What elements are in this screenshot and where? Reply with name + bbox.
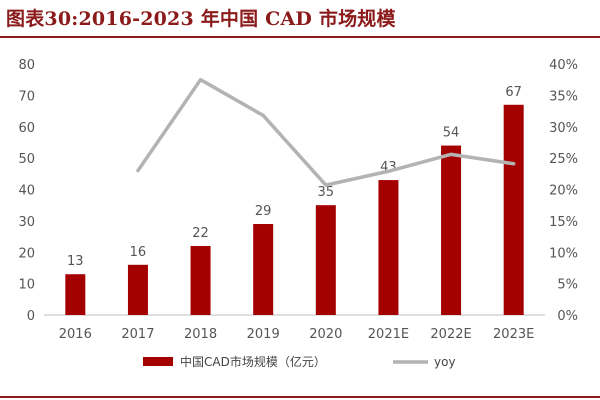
y2-tick-label: 20% (549, 184, 578, 199)
legend: 中国CAD市场规模（亿元） yoy (143, 354, 456, 369)
x-tick-label: 2023E (493, 327, 534, 342)
y-tick-label: 10 (18, 278, 35, 293)
y-tick-label: 70 (18, 89, 35, 104)
bar-2022E (441, 145, 462, 315)
bar-label-2020: 35 (318, 185, 335, 200)
y2-tick-label: 0% (557, 309, 578, 324)
y-tick-label: 40 (18, 184, 35, 199)
bar-2017 (127, 264, 148, 315)
x-tick-label: 2016 (59, 327, 92, 342)
bar-2018 (190, 245, 211, 315)
y2-tick-label: 15% (549, 215, 578, 230)
bottom-divider (0, 396, 600, 398)
y2-tick-label: 25% (549, 152, 578, 167)
legend-bar-label: 中国CAD市场规模（亿元） (180, 354, 326, 369)
y-tick-label: 80 (18, 58, 35, 73)
title-divider (0, 36, 600, 38)
bar-label-2017: 16 (130, 245, 147, 260)
yoy-line-series (136, 77, 516, 187)
bar-label-2016: 13 (67, 254, 84, 269)
bar-2020 (315, 205, 336, 315)
x-axis-ticks: 2016 2017 2018 2019 2020 2021E 2022E 2023E (59, 327, 535, 342)
x-tick-label: 2022E (430, 327, 471, 342)
legend-bar-swatch (143, 357, 173, 366)
bar-label-2022E: 54 (443, 126, 460, 141)
bar-2016 (65, 274, 86, 315)
bar-2019 (253, 224, 274, 315)
bar-2023E (503, 104, 524, 315)
bar-2021E (378, 180, 399, 315)
y-tick-label: 20 (18, 246, 35, 261)
y-tick-label: 50 (18, 152, 35, 167)
y2-tick-label: 5% (557, 278, 578, 293)
right-axis-ticks: 0% 5% 10% 15% 20% 25% 30% 35% 40% (549, 58, 578, 324)
left-axis-ticks: 0 10 20 30 40 50 60 70 80 (18, 58, 35, 324)
y-tick-label: 60 (18, 121, 35, 136)
y-tick-label: 30 (18, 215, 35, 230)
y2-tick-label: 35% (549, 89, 578, 104)
y2-tick-label: 30% (549, 121, 578, 136)
yoy-line (136, 77, 516, 187)
y2-tick-label: 10% (549, 246, 578, 261)
x-tick-label: 2020 (309, 327, 342, 342)
y2-tick-label: 40% (549, 58, 578, 73)
x-tick-label: 2019 (247, 327, 280, 342)
bar-label-2018: 22 (192, 226, 209, 241)
bar-label-2023E: 67 (505, 85, 522, 100)
x-tick-label: 2018 (184, 327, 217, 342)
legend-line-label: yoy (434, 355, 456, 369)
bar-series (65, 104, 524, 315)
x-tick-label: 2021E (368, 327, 409, 342)
y-tick-label: 0 (27, 309, 35, 324)
x-tick-label: 2017 (121, 327, 154, 342)
chart-title: 图表30:2016-2023 年中国 CAD 市场规模 (6, 8, 396, 30)
bar-label-2019: 29 (255, 204, 272, 219)
